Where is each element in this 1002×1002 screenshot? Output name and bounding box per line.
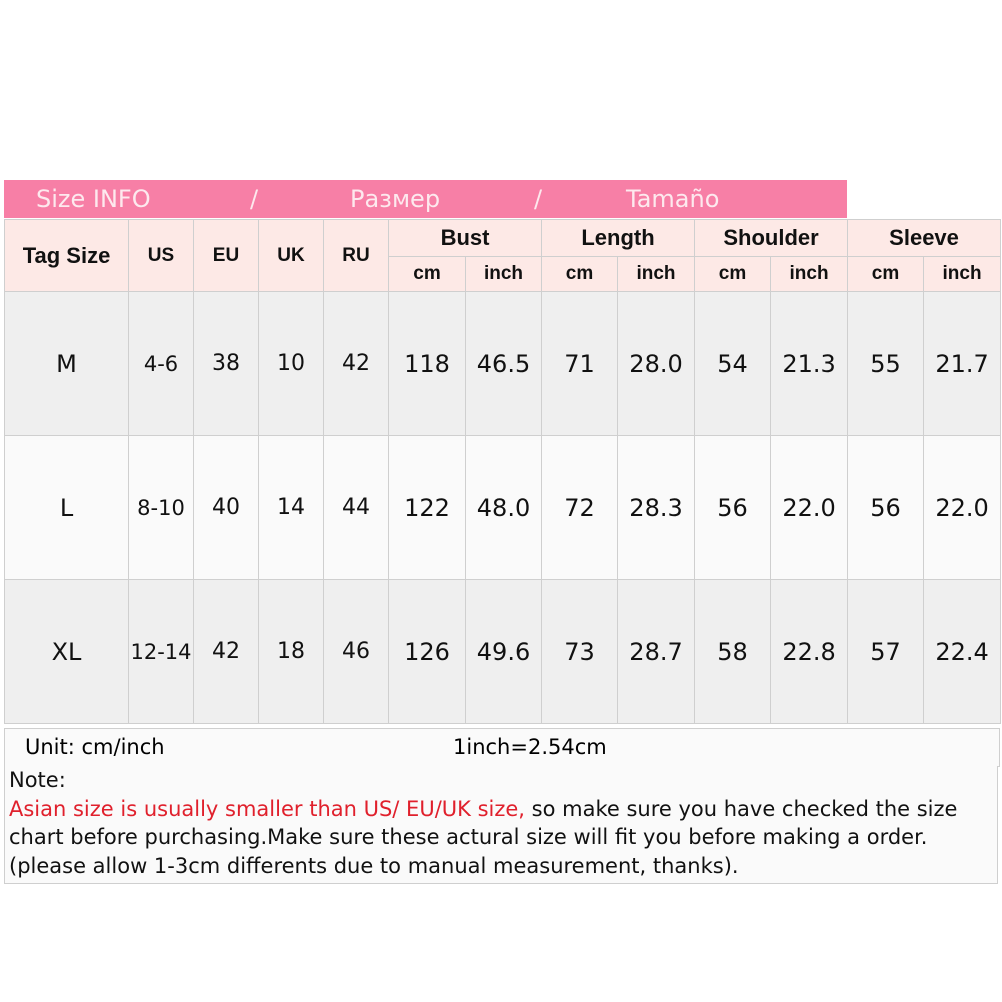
subheader-inch: inch <box>770 256 849 292</box>
table-cell: 10 <box>258 291 324 436</box>
title-separator: / <box>250 185 259 213</box>
table-cell: 18 <box>258 579 324 724</box>
table-cell: M <box>4 291 129 436</box>
title-tamano: Tamaño <box>626 185 720 213</box>
table-cell: 21.7 <box>923 291 1002 436</box>
table-cell: 12-14 <box>128 579 194 724</box>
table-cell: 21.3 <box>770 291 849 436</box>
table-cell: 22.4 <box>923 579 1002 724</box>
subheader-cm: cm <box>847 256 925 292</box>
title-size-info: Size INFO <box>36 185 151 213</box>
note-body: Asian size is usually smaller than US/ E… <box>9 795 997 881</box>
table-cell: 55 <box>847 291 925 436</box>
unit-label: Unit: cm/inch <box>25 735 165 759</box>
table-cell: 58 <box>694 579 772 724</box>
unit-row: Unit: cm/inch 1inch=2.54cm <box>4 728 1000 767</box>
header-shoulder: Shoulder <box>694 219 849 257</box>
header-tag-size: Tag Size <box>4 219 129 292</box>
table-cell: 44 <box>323 435 389 580</box>
subheader-cm: cm <box>388 256 466 292</box>
table-cell: 71 <box>541 291 619 436</box>
subheader-cm: cm <box>541 256 619 292</box>
note-warning: Asian size is usually smaller than US/ E… <box>9 796 525 821</box>
unit-conversion: 1inch=2.54cm <box>453 735 607 759</box>
size-chart-title-bar: Size INFO / Размер / Tamaño <box>4 180 847 218</box>
header-sleeve: Sleeve <box>847 219 1002 257</box>
table-cell: 8-10 <box>128 435 194 580</box>
table-cell: 72 <box>541 435 619 580</box>
table-cell: 22.8 <box>770 579 849 724</box>
subheader-inch: inch <box>923 256 1002 292</box>
table-cell: 46.5 <box>464 291 543 436</box>
table-cell: 28.7 <box>617 579 696 724</box>
title-razmer: Размер <box>350 185 441 213</box>
table-cell: 48.0 <box>464 435 543 580</box>
title-separator: / <box>534 185 543 213</box>
header-uk: UK <box>258 219 324 292</box>
table-cell: 54 <box>694 291 772 436</box>
subheader-inch: inch <box>464 256 543 292</box>
table-cell: 4-6 <box>128 291 194 436</box>
subheader-cm: cm <box>694 256 772 292</box>
header-bust: Bust <box>387 219 543 257</box>
note-box: Note: Asian size is usually smaller than… <box>4 766 998 884</box>
table-cell: 46 <box>323 579 389 724</box>
table-row: XL 12-14 42 18 46 126 49.6 73 28.7 58 22.8 57 22.4 <box>4 579 1002 724</box>
table-row: L 8-10 40 14 44 122 48.0 72 28.3 56 22.0 56 22.0 <box>4 435 1002 580</box>
table-cell: 42 <box>323 291 389 436</box>
table-cell: 56 <box>694 435 772 580</box>
header-length: Length <box>541 219 696 257</box>
table-cell: 56 <box>847 435 925 580</box>
header-ru: RU <box>323 219 389 292</box>
table-cell: 118 <box>388 291 466 436</box>
table-cell: 28.3 <box>617 435 696 580</box>
table-cell: XL <box>4 579 129 724</box>
table-cell: 57 <box>847 579 925 724</box>
subheader-inch: inch <box>617 256 696 292</box>
table-cell: 42 <box>193 579 259 724</box>
note-text: so make sure you have checked the size c… <box>9 796 958 878</box>
size-table: Tag Size US EU UK RU Bust Length Shoulde… <box>4 219 1002 724</box>
table-cell: 22.0 <box>770 435 849 580</box>
header-eu: EU <box>193 219 259 292</box>
table-cell: 40 <box>193 435 259 580</box>
table-cell: L <box>4 435 129 580</box>
table-cell: 126 <box>388 579 466 724</box>
table-cell: 73 <box>541 579 619 724</box>
table-cell: 22.0 <box>923 435 1002 580</box>
table-cell: 28.0 <box>617 291 696 436</box>
table-row: M 4-6 38 10 42 118 46.5 71 28.0 54 21.3 55 21.7 <box>4 291 1002 436</box>
table-cell: 122 <box>388 435 466 580</box>
table-cell: 38 <box>193 291 259 436</box>
note-label: Note: <box>9 768 66 792</box>
table-cell: 14 <box>258 435 324 580</box>
table-cell: 49.6 <box>464 579 543 724</box>
header-us: US <box>128 219 194 292</box>
